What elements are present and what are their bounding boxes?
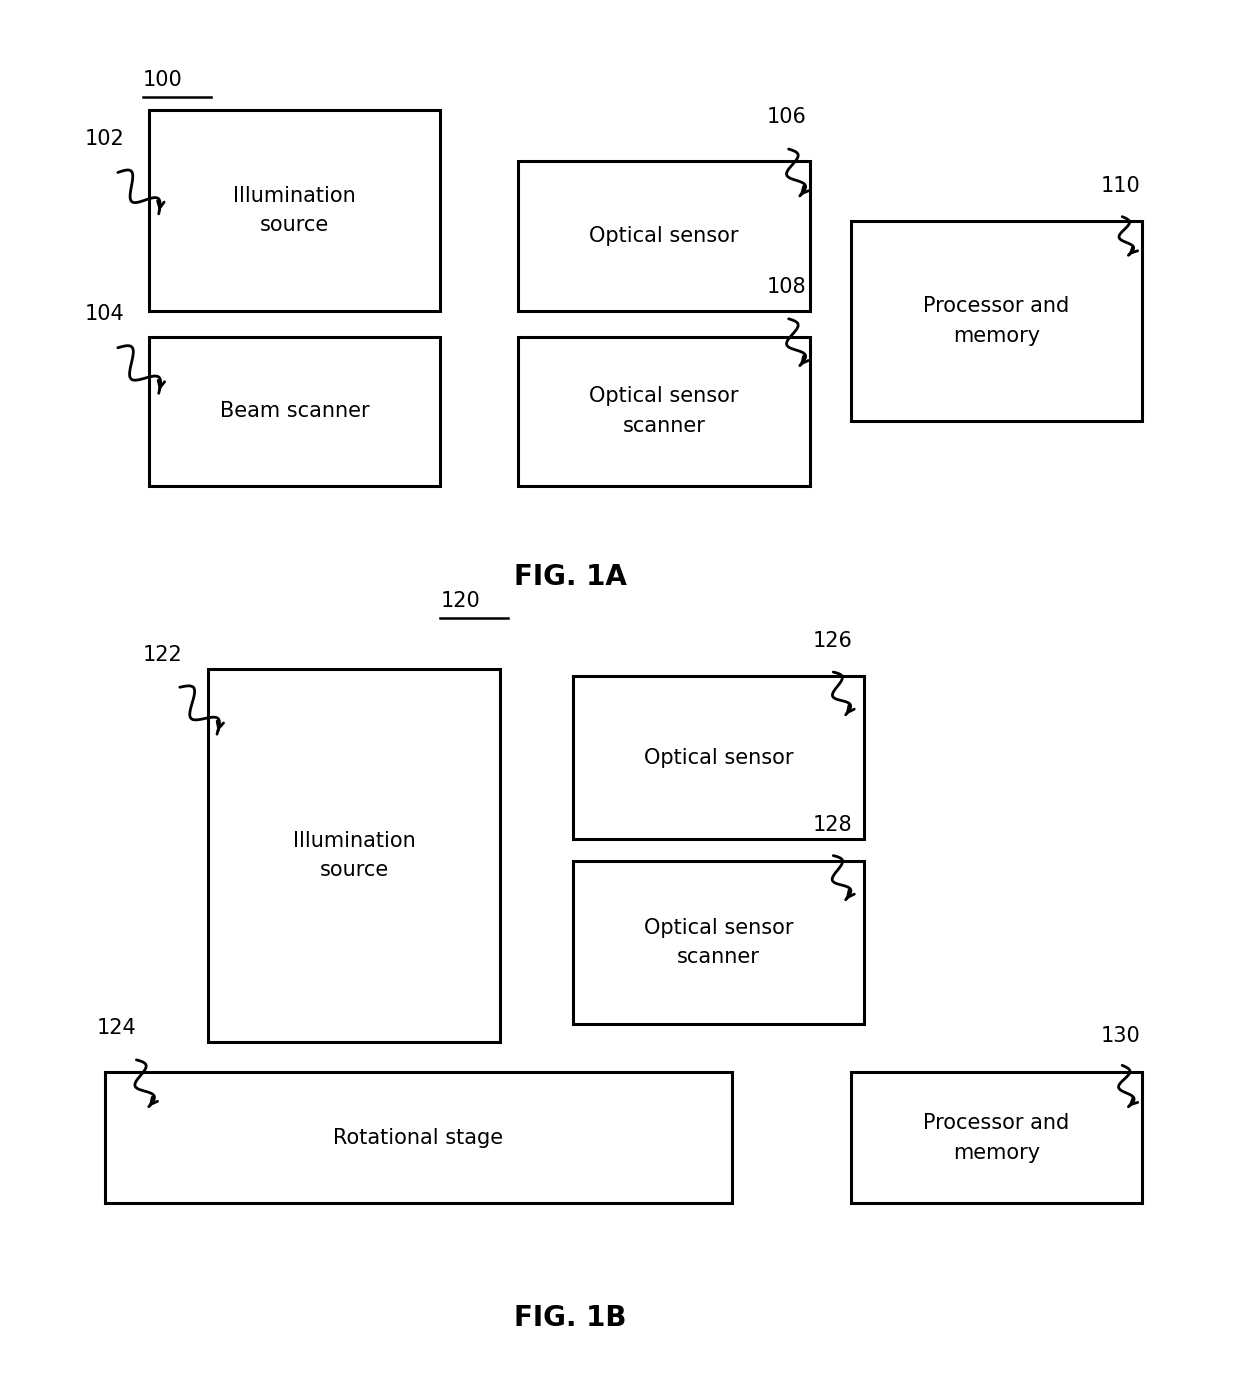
Bar <box>573 861 864 1024</box>
Text: FIG. 1A: FIG. 1A <box>513 563 627 591</box>
Text: 106: 106 <box>766 108 806 127</box>
Text: 104: 104 <box>84 305 124 324</box>
Text: 126: 126 <box>812 632 852 651</box>
Text: 128: 128 <box>812 816 852 835</box>
Text: 102: 102 <box>84 130 124 149</box>
Text: Illumination
source: Illumination source <box>293 831 415 880</box>
Text: 108: 108 <box>766 277 806 297</box>
Text: Beam scanner: Beam scanner <box>219 402 370 421</box>
Bar <box>149 337 440 486</box>
Text: Optical sensor
scanner: Optical sensor scanner <box>589 386 739 436</box>
Bar <box>105 1072 732 1203</box>
Text: 110: 110 <box>1101 177 1141 196</box>
Text: Optical sensor: Optical sensor <box>644 748 794 767</box>
Text: Processor and
memory: Processor and memory <box>924 297 1069 345</box>
Text: 130: 130 <box>1101 1027 1141 1046</box>
Text: 100: 100 <box>143 70 182 90</box>
Text: Illumination
source: Illumination source <box>233 186 356 235</box>
Text: Rotational stage: Rotational stage <box>334 1127 503 1148</box>
Bar <box>518 161 810 310</box>
Text: Optical sensor: Optical sensor <box>589 226 739 246</box>
Bar <box>851 1072 1142 1203</box>
Bar <box>208 669 500 1042</box>
Text: 120: 120 <box>440 592 480 611</box>
Text: FIG. 1B: FIG. 1B <box>515 1304 626 1332</box>
Text: Optical sensor
scanner: Optical sensor scanner <box>644 918 794 967</box>
Bar <box>851 221 1142 421</box>
Text: 124: 124 <box>97 1018 136 1038</box>
Bar <box>518 337 810 486</box>
Text: Processor and
memory: Processor and memory <box>924 1114 1069 1162</box>
Bar <box>573 676 864 839</box>
Bar <box>149 110 440 310</box>
Text: 122: 122 <box>143 646 182 665</box>
